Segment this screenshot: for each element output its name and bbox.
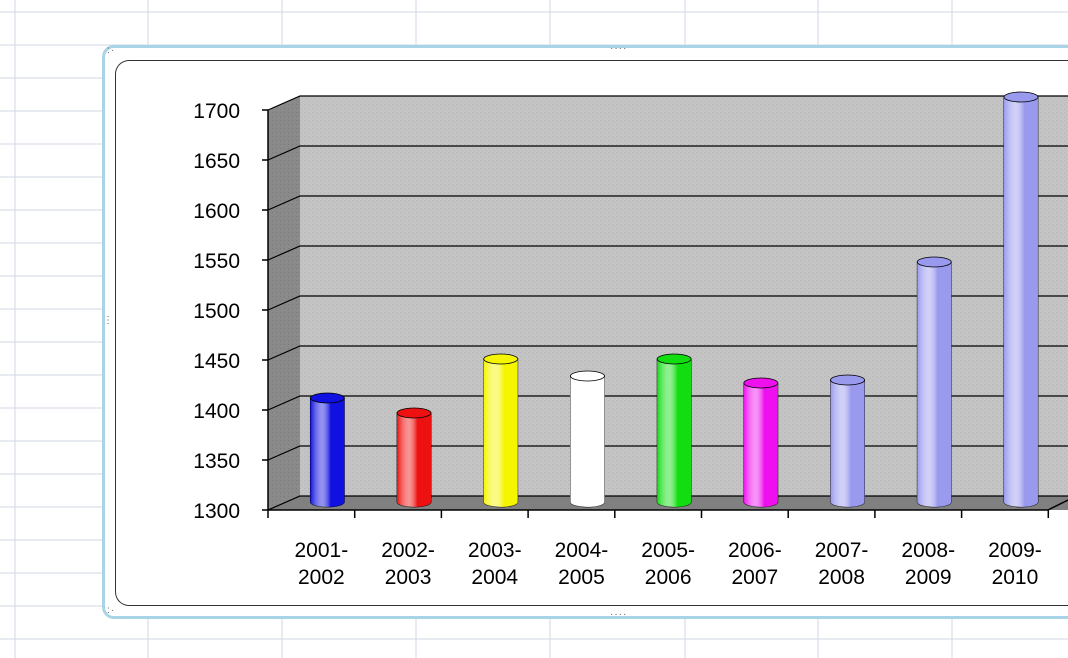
y-gridline [267,245,1068,261]
bar-highlight [310,398,345,507]
y-tick-label: 1650 [193,150,240,173]
x-tick-label: 2007-2008 [815,539,869,589]
y-tick-label: 1300 [193,500,240,523]
y-gridline [267,495,1068,511]
bar-top-cap [656,353,692,365]
bar [830,374,865,508]
bar-top-cap [743,377,779,389]
resize-handle-top-left[interactable]: :· [107,45,116,56]
bar [309,392,345,508]
bar-top-cap [1003,91,1039,103]
x-axis-depth-line [1047,499,1068,511]
bar [743,377,779,508]
x-tick-label: 2005-2006 [641,539,695,589]
resize-handle-top[interactable]: ···· [610,43,628,54]
resize-handle-left[interactable]: ⋮ [103,315,114,326]
bar-top-cap [396,407,432,419]
x-tick-label: 2006-2007 [728,539,782,589]
x-tick-label: 2004-2005 [555,539,609,589]
y-tick-label: 1350 [193,450,240,473]
bar [656,353,692,508]
y-gridline [267,95,1068,111]
bar [483,353,519,508]
bar-highlight [917,262,952,507]
y-gridline [267,345,1068,361]
y-tick-label: 1450 [193,350,240,373]
x-tick-label: 2002-2003 [381,539,435,589]
x-tick-label: 2008-2009 [901,539,955,589]
x-tick-label: 2001-2002 [294,539,348,589]
bar [570,370,605,508]
y-tick-label: 1400 [193,400,240,423]
y-tick-label: 1600 [193,200,240,223]
bar-highlight [830,380,865,507]
y-tick-label: 1550 [193,250,240,273]
bar [1003,91,1039,508]
y-gridline [267,295,1068,311]
bar-top-cap [570,370,605,382]
resize-handle-bottom-left[interactable]: :· [107,605,116,616]
bar-top-cap [483,353,519,365]
y-gridline [267,195,1068,211]
y-gridline [267,445,1068,461]
y-gridline [267,395,1068,411]
y-tick-label: 1700 [193,100,240,123]
x-tick-label: 2003-2004 [468,539,522,589]
bar-highlight [657,359,692,507]
bar-highlight [570,376,605,507]
bar-highlight [1003,97,1038,507]
bar-highlight [397,413,432,507]
y-tick-label: 1500 [193,300,240,323]
resize-handle-bottom[interactable]: ···· [610,609,628,620]
x-tick-label: 2009-2010 [988,539,1042,589]
bar [916,256,952,508]
bar-top-cap [309,392,345,404]
bar-highlight [483,359,518,507]
y-gridline [267,145,1068,161]
bar-top-cap [916,256,952,268]
bar-top-cap [830,374,865,386]
bar-highlight [743,383,778,507]
bar [396,407,432,508]
